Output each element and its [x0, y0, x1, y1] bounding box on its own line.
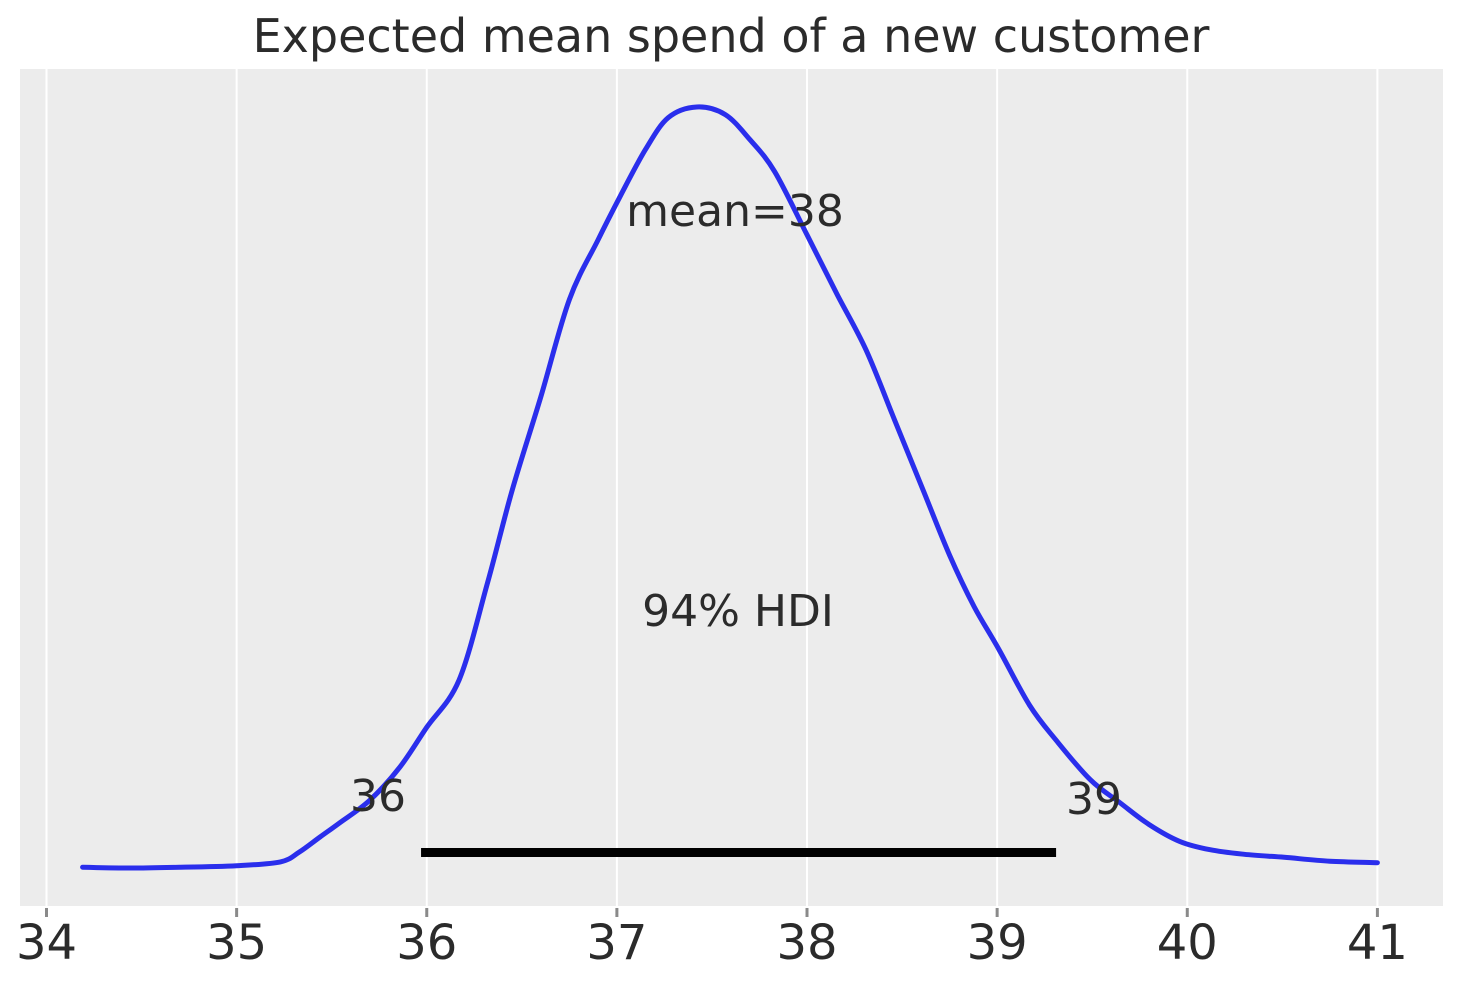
- x-tick-label-36: 36: [396, 915, 458, 971]
- hdi-lower-bound-label: 36: [350, 771, 406, 822]
- x-tick-label-40: 40: [1156, 915, 1218, 971]
- hdi-annotation: 94% HDI: [642, 586, 834, 637]
- x-tick-label-41: 41: [1346, 915, 1408, 971]
- density-curve: [80, 104, 1380, 871]
- x-tick-label-37: 37: [586, 915, 648, 971]
- hdi-upper-bound-label: 39: [1066, 774, 1122, 825]
- mean-annotation: mean=38: [626, 186, 844, 237]
- x-tick-label-38: 38: [776, 915, 838, 971]
- x-tick-label-34: 34: [15, 915, 78, 971]
- chart-title: Expected mean spend of a new customer: [252, 9, 1210, 63]
- plot-panel-background: [20, 69, 1443, 906]
- x-tick-label-35: 35: [206, 915, 268, 971]
- x-tick-label-39: 39: [966, 915, 1028, 971]
